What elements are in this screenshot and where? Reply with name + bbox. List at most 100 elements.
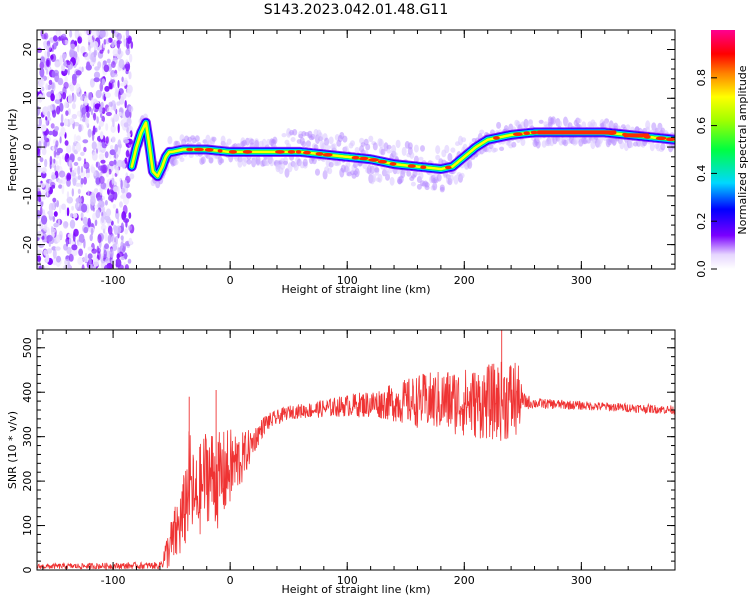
ridge-halo (444, 144, 450, 154)
colorbar-tick-label: 0.4 (695, 165, 708, 183)
noise-blob (124, 252, 128, 260)
ridge-halo (453, 175, 459, 185)
noise-blob (44, 140, 48, 149)
noise-blob (104, 200, 108, 206)
noise-blob (123, 179, 128, 188)
ridge-halo (439, 184, 445, 191)
ridge-halo (354, 147, 360, 153)
ridge-halo (436, 173, 442, 182)
noise-blob (120, 194, 125, 199)
noise-blob (40, 201, 44, 208)
ridge-halo (395, 139, 401, 149)
ridge-hotspot (493, 136, 500, 140)
ridge-halo (305, 142, 311, 149)
noise-blob (126, 192, 132, 199)
colorbar-tick-label: 0.2 (695, 212, 708, 230)
noise-blob (54, 61, 61, 68)
ridge-halo (281, 133, 287, 138)
noise-blob (121, 92, 127, 100)
noise-blob (96, 116, 99, 124)
noise-blob (82, 216, 88, 225)
noise-blob (51, 70, 56, 78)
noise-blob (115, 258, 122, 268)
noise-blob (113, 159, 117, 165)
noise-blob (105, 123, 109, 131)
ridge-halo (604, 120, 610, 129)
noise-blob (89, 234, 93, 242)
y-tick-label: -20 (21, 236, 34, 254)
noise-blob (120, 255, 126, 261)
ridge-halo (406, 170, 412, 177)
ridge-halo (378, 138, 384, 149)
noise-blob (87, 128, 92, 138)
ridge-halo (424, 185, 430, 191)
noise-blob (71, 175, 78, 184)
noise-blob (92, 258, 100, 267)
snr-series (37, 330, 675, 570)
ridge-halo (318, 132, 323, 142)
noise-blob (118, 58, 125, 69)
noise-blob (51, 44, 54, 53)
colorbar-ticks: 0.0 0.2 0.4 0.6 0.8 (695, 69, 717, 278)
ridge-halo (389, 176, 395, 186)
noise-blob (57, 179, 63, 184)
noise-blob (86, 111, 90, 119)
noise-blob (66, 207, 70, 217)
ridge-halo (459, 172, 465, 179)
ridge-halo (353, 161, 358, 169)
noise-blob (48, 79, 53, 86)
ridge-halo (261, 138, 267, 148)
noise-blob (91, 248, 98, 254)
noise-blob (39, 93, 42, 99)
noise-blob (75, 196, 83, 204)
ridge-halo (386, 144, 392, 150)
snr-y-axis: 0 100 200 300 400 500 (21, 329, 675, 574)
noise-blob (48, 130, 53, 136)
noise-blob (109, 144, 114, 150)
noise-blob (85, 64, 92, 71)
noise-blob (93, 188, 99, 194)
noise-blob (84, 52, 91, 61)
ridge-halo (420, 145, 425, 152)
noise-blob (40, 124, 47, 132)
ridge-halo (573, 135, 579, 145)
noise-blob (37, 106, 41, 116)
noise-blob (39, 157, 44, 163)
ridge-halo (327, 167, 333, 175)
ridge-halo (496, 121, 502, 129)
noise-blob (76, 44, 80, 53)
noise-blob (64, 75, 68, 84)
noise-blob (90, 227, 94, 236)
ridge-halo (388, 167, 393, 173)
x-tick-label: -100 (101, 274, 126, 287)
ridge-halo (660, 143, 666, 151)
noise-blob (77, 165, 81, 176)
noise-blob (92, 30, 98, 38)
noise-blob (105, 257, 110, 264)
noise-blob (39, 206, 43, 216)
ridge-halo (368, 135, 374, 142)
noise-blob (69, 84, 75, 92)
ridge-halo (576, 118, 582, 124)
noise-blob (84, 252, 88, 261)
noise-blob (52, 232, 55, 238)
noise-blob (83, 146, 87, 153)
noise-blob (48, 202, 54, 212)
noise-blob (52, 109, 57, 118)
noise-blob (73, 122, 80, 127)
noise-blob (128, 237, 133, 245)
noise-blob (58, 170, 66, 178)
noise-blob (80, 95, 84, 101)
ridge-halo (520, 138, 526, 147)
noise-blob (66, 246, 72, 255)
colorbar-label: Normalized spectral amplitude (736, 65, 749, 234)
noise-blob (117, 147, 121, 156)
noise-blob (72, 144, 76, 153)
noise-blob (62, 92, 67, 100)
ridge-halo (365, 143, 371, 151)
ridge-halo (418, 172, 424, 180)
snr-line (37, 361, 675, 570)
heatmap-y-label: Frequency (Hz) (6, 109, 19, 192)
noise-blob (63, 61, 68, 67)
